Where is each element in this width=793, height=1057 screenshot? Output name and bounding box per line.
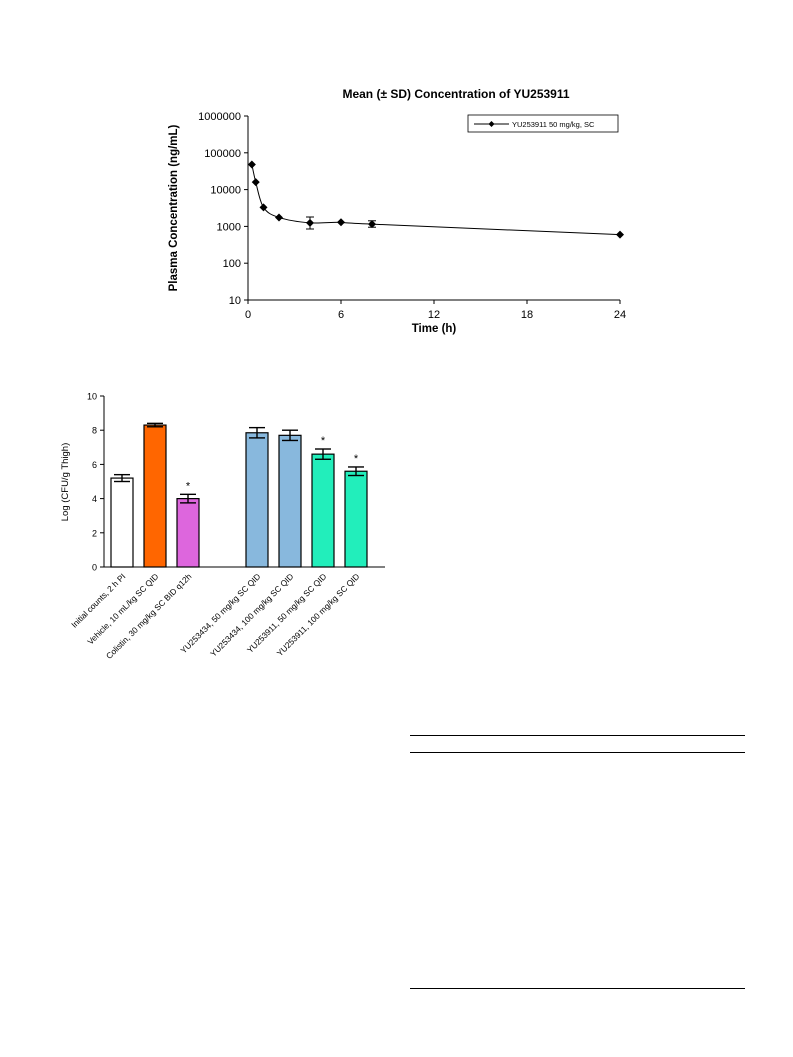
pk-x-tick-label: 6 — [338, 309, 344, 321]
pk-x-tick-label: 24 — [614, 309, 626, 321]
bar-y-tick-label: 6 — [92, 460, 97, 470]
pk-x-ticks: 0 6 12 18 24 — [245, 300, 626, 321]
bar — [143, 424, 167, 568]
bar-significance-marker: * — [186, 480, 191, 492]
pk-y-tick-label: 10000 — [210, 185, 241, 197]
bar — [278, 434, 302, 568]
pk-y-tick-label: 100 — [223, 258, 241, 270]
table-top-rule — [410, 735, 745, 736]
pk-data-point — [251, 178, 260, 187]
bar-y-tick-label: 0 — [92, 563, 97, 573]
pk-axes — [247, 116, 620, 301]
bar — [344, 470, 368, 568]
bar-y-tick-label: 10 — [87, 392, 97, 402]
bar-significance-marker: * — [321, 435, 326, 447]
pk-legend-box — [467, 114, 619, 133]
bar-series: * * * — [110, 422, 368, 568]
bar — [311, 453, 335, 568]
pk-chart-title: Mean (± SD) Concentration of YU253911 — [342, 87, 569, 101]
bar — [110, 477, 134, 568]
bar-y-tick-label: 2 — [92, 528, 97, 538]
table-header-rule — [410, 752, 745, 753]
bar-y-ticks: 0 2 4 6 8 10 — [87, 392, 104, 573]
pk-x-axis-label: Time (h) — [412, 323, 457, 335]
pk-y-tick-label: 100000 — [204, 148, 241, 160]
pk-concentration-chart: Mean (± SD) Concentration of YU253911 10… — [168, 87, 626, 335]
bar — [245, 432, 269, 568]
pk-x-tick-label: 0 — [245, 309, 251, 321]
pk-legend-marker — [488, 121, 495, 127]
pk-y-tick-label: 10 — [229, 295, 241, 307]
pk-y-tick-label: 1000 — [217, 221, 241, 233]
pk-data-point — [275, 213, 283, 222]
bar-y-axis-label: Log (CFU/g Thigh) — [60, 443, 71, 522]
bar — [176, 497, 200, 568]
pk-y-tick-label: 1000000 — [198, 111, 241, 123]
pk-data-point — [259, 203, 268, 212]
pk-y-axis-label: Plasma Concentration (ng/mL) — [168, 124, 180, 291]
pk-x-tick-label: 12 — [428, 309, 440, 321]
pk-series — [247, 160, 624, 239]
table-bottom-rule — [410, 988, 745, 989]
pk-x-tick-label: 18 — [521, 309, 533, 321]
cfu-bar-chart: 0 2 4 6 8 10 Log (CFU/g Thigh) * * * Initial co… — [60, 392, 385, 661]
pk-data-point — [337, 218, 345, 227]
pk-data-point — [616, 230, 624, 239]
bar-significance-marker: * — [354, 453, 359, 465]
bar-category-label: Initial counts, 2 h PI — [69, 571, 127, 629]
bar-y-tick-label: 4 — [92, 494, 97, 504]
pk-data-point — [368, 220, 376, 229]
pk-data-point — [306, 218, 314, 227]
pk-legend-label: YU253911 50 mg/kg, SC — [512, 120, 595, 129]
pk-series-line — [251, 164, 621, 236]
pk-data-point — [247, 160, 256, 169]
pk-legend: YU253911 50 mg/kg, SC — [467, 114, 619, 133]
bar-y-tick-label: 8 — [92, 426, 97, 436]
pk-y-ticks: 10 100 1000 10000 100000 1000000 — [198, 111, 248, 307]
